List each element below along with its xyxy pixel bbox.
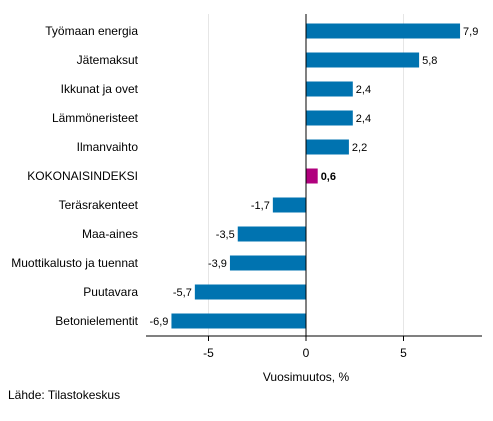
source-note: Lähde: Tilastokeskus [8,388,121,402]
category-label-1: Jätemaksut [77,53,139,67]
bar-9 [194,284,306,300]
bar-3 [306,110,353,126]
value-label-10: -6,9 [149,316,168,328]
value-label-4: 2,2 [352,142,367,154]
value-label-3: 2,4 [356,113,371,125]
bar-1 [306,52,420,68]
bar-7 [237,226,306,242]
value-label-5: 0,6 [321,171,336,183]
category-label-0: Työmaan energia [45,24,138,38]
value-label-0: 7,9 [463,26,478,38]
bar-8 [229,255,306,271]
category-label-4: Ilmanvaihto [77,140,139,154]
category-labels: Työmaan energia Jätemaksut Ikkunat ja ovet… [11,24,138,328]
category-label-3: Lämmöneristeet [52,111,139,125]
x-tick-label-0: -5 [203,346,214,360]
value-label-8: -3,9 [208,258,227,270]
value-label-2: 2,4 [356,84,371,96]
bar-6 [272,197,306,213]
x-axis-title: Vuosimuutos, % [263,370,350,384]
value-label-7: -3,5 [216,229,235,241]
x-axis: -5 0 5 [146,14,482,360]
category-label-5: KOKONAISINDEKSI [27,169,138,183]
value-label-1: 5,8 [422,55,437,67]
category-label-7: Maa-aines [82,227,138,241]
bar-layer [171,23,461,329]
x-tick-label-2: 5 [400,346,407,360]
bar-0 [306,23,461,39]
grid-layer [208,14,404,336]
category-label-6: Teräsrakenteet [59,198,139,212]
bar-2 [306,81,353,97]
category-label-2: Ikkunat ja ovet [61,82,139,96]
value-labels: 7,9 5,8 2,4 2,4 2,2 0,6 -1,7 -3,5 -3,9 -5,7 -6,9 [149,26,478,328]
bar-4 [306,139,349,155]
bar-5 [306,168,318,184]
category-label-9: Puutavara [83,285,138,299]
category-label-8: Muottikalusto ja tuennat [11,256,138,270]
x-tick-label-1: 0 [303,346,310,360]
bar-10 [171,313,306,329]
value-label-9: -5,7 [173,287,192,299]
value-label-6: -1,7 [251,200,270,212]
category-label-10: Betonielementit [55,314,138,328]
